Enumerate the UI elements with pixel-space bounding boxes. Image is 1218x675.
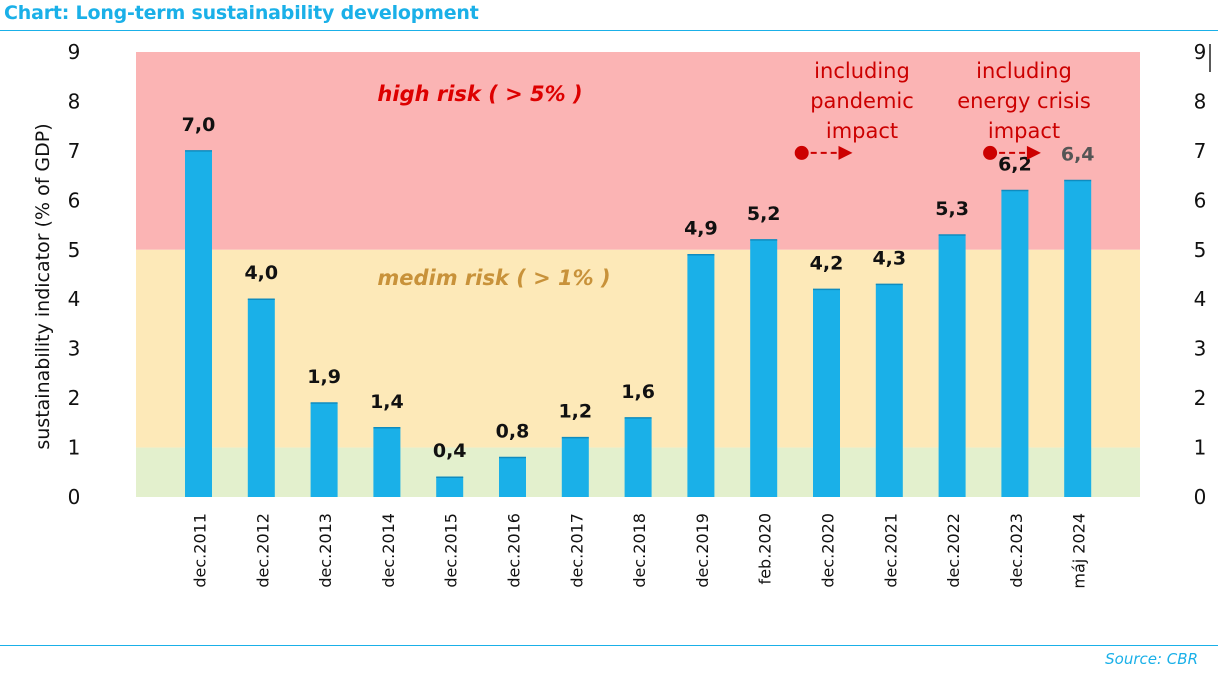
x-tick-label: dec.2017 [567, 513, 586, 588]
risk-zone-band-1 [136, 249, 1140, 448]
annotation-text-line: pandemic [810, 89, 914, 113]
y-tick-label-left: 7 [68, 139, 81, 163]
y-tick-label-right: 2 [1194, 386, 1207, 410]
annotation-text-line: including [976, 59, 1072, 83]
data-label: 7,0 [182, 114, 216, 136]
data-label: 4,9 [684, 218, 718, 240]
bar [875, 284, 903, 497]
y-tick-label-right: 9 [1194, 40, 1207, 64]
data-label: 4,3 [872, 247, 906, 269]
data-label: 1,9 [307, 366, 341, 388]
annotation-dot [794, 145, 809, 160]
bar [687, 254, 715, 497]
annotation-arrow-head [1026, 145, 1041, 160]
risk-zone-label: high risk ( > 5% ) [377, 82, 582, 106]
x-tick-label: dec.2016 [505, 513, 524, 588]
y-tick-label-left: 1 [68, 436, 81, 460]
data-label: 6,4 [1061, 144, 1095, 166]
y-tick-label-right: 4 [1194, 287, 1207, 311]
x-tick-label: feb.2020 [756, 513, 775, 584]
x-tick-label: dec.2021 [881, 513, 900, 588]
x-tick-label: máj 2024 [1070, 513, 1089, 589]
bar [373, 427, 401, 497]
data-label: 1,6 [621, 381, 655, 403]
risk-zone-band-0 [136, 52, 1140, 250]
bar [750, 239, 778, 497]
annotation-text-line: impact [826, 119, 898, 143]
data-label: 4,2 [810, 252, 844, 274]
risk-zone-label: medim risk ( > 1% ) [377, 266, 610, 290]
x-tick-label: dec.2013 [316, 513, 335, 588]
bar [499, 457, 526, 497]
y-tick-label-right: 1 [1194, 436, 1207, 460]
bar [624, 417, 652, 497]
x-tick-label: dec.2018 [630, 513, 649, 588]
y-tick-label-left: 3 [68, 337, 81, 361]
data-label: 5,2 [747, 203, 781, 225]
x-tick-label: dec.2022 [944, 513, 963, 588]
y-axis-title: sustainability indicator (% of GDP) [32, 123, 54, 449]
data-label: 6,2 [998, 153, 1032, 175]
data-label: 1,4 [370, 391, 404, 413]
x-tick-label: dec.2019 [693, 513, 712, 588]
data-label: 4,0 [244, 262, 278, 284]
y-tick-label-left: 9 [68, 40, 81, 64]
source-note: Source: CBR [1105, 650, 1198, 668]
y-tick-label-right: 5 [1194, 238, 1207, 262]
y-tick-label-left: 6 [68, 188, 81, 212]
x-tick-label: dec.2011 [191, 513, 210, 588]
data-label: 0,4 [433, 440, 467, 462]
y-tick-label-right: 6 [1194, 188, 1207, 212]
chart-title: Chart: Long-term sustainability developm… [4, 2, 479, 24]
annotation-text-line: including [814, 59, 910, 83]
x-tick-label: dec.2023 [1007, 513, 1026, 588]
y-tick-label-left: 5 [68, 238, 81, 262]
data-label: 0,8 [496, 420, 530, 442]
data-label: 5,3 [935, 198, 969, 220]
bar [1064, 180, 1092, 498]
annotation-arrow-head [838, 145, 853, 160]
bar [436, 477, 464, 497]
annotation-dot [983, 145, 998, 160]
y-tick-label-left: 8 [68, 89, 81, 113]
bar [310, 403, 338, 497]
bar [185, 150, 212, 497]
data-label: 1,2 [558, 401, 592, 423]
title-rule [0, 30, 1218, 31]
footer-rule [0, 645, 1218, 646]
bar [561, 437, 589, 497]
bar [1001, 190, 1029, 497]
bar [247, 299, 275, 497]
y-tick-label-left: 2 [68, 386, 81, 410]
x-tick-label: dec.2015 [442, 513, 461, 588]
y-tick-label-left: 4 [68, 287, 81, 311]
x-tick-label: dec.2014 [379, 513, 398, 588]
annotation-text-line: impact [988, 119, 1060, 143]
bar [938, 234, 966, 497]
y-tick-label-right: 7 [1194, 139, 1207, 163]
annotation-text-line: energy crisis [957, 89, 1091, 113]
y-tick-label-right: 3 [1194, 337, 1207, 361]
x-tick-label: dec.2012 [253, 513, 272, 588]
y-tick-label-left: 0 [68, 485, 81, 509]
y-tick-label-right: 0 [1194, 485, 1207, 509]
x-tick-label: dec.2020 [819, 513, 838, 588]
y-tick-label-right: 8 [1194, 89, 1207, 113]
bar [813, 289, 840, 497]
